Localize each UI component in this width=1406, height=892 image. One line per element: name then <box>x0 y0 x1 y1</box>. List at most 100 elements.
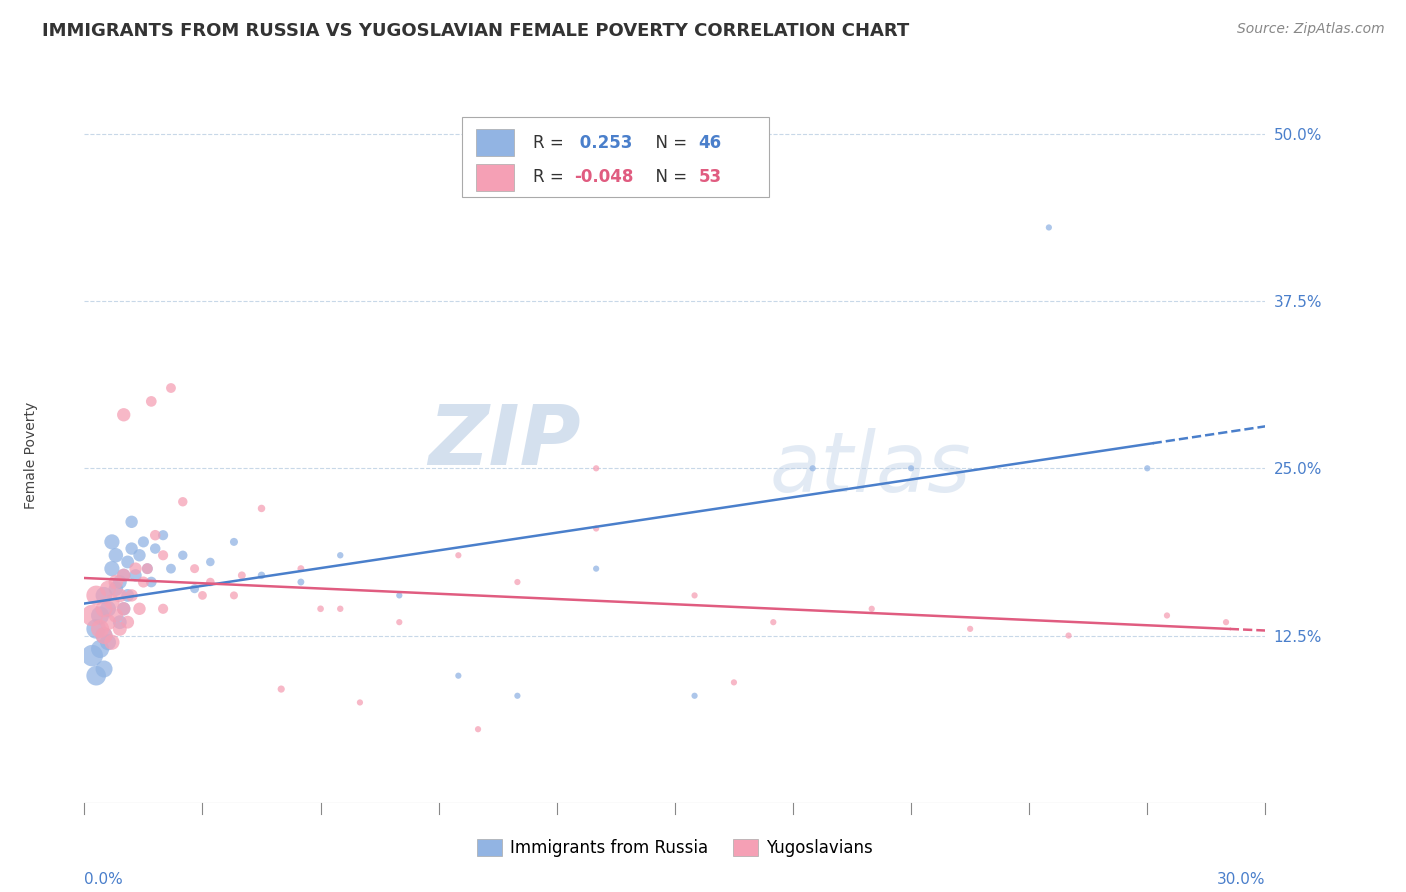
Text: ZIP: ZIP <box>427 401 581 482</box>
Point <box>112 568 135 582</box>
Point <box>900 461 922 475</box>
Point <box>117 615 139 630</box>
Point <box>388 615 411 630</box>
Point <box>112 408 135 422</box>
Point <box>136 562 159 576</box>
Point <box>124 562 146 576</box>
Point <box>762 615 785 630</box>
Point <box>93 662 115 676</box>
Point <box>329 602 352 616</box>
Point <box>183 582 205 596</box>
Point <box>82 608 104 623</box>
Point <box>1038 220 1060 235</box>
Point <box>101 535 124 549</box>
Point <box>104 582 127 596</box>
Point <box>447 548 470 563</box>
Text: R =: R = <box>533 134 569 152</box>
Point <box>117 555 139 569</box>
Point <box>84 622 107 636</box>
Point <box>200 575 222 590</box>
Point <box>141 394 163 409</box>
Point <box>152 548 174 563</box>
Point <box>801 461 824 475</box>
Point <box>93 589 115 603</box>
Point <box>104 575 127 590</box>
Point <box>97 635 120 649</box>
Point <box>1156 608 1178 623</box>
Point <box>97 615 120 630</box>
Point <box>506 575 529 590</box>
Point <box>467 723 489 737</box>
Text: N =: N = <box>645 134 693 152</box>
Point <box>183 562 205 576</box>
Text: -0.048: -0.048 <box>575 169 634 186</box>
Point <box>108 615 131 630</box>
Point <box>108 575 131 590</box>
Point <box>82 648 104 663</box>
Point <box>121 589 143 603</box>
Point <box>143 541 166 556</box>
Text: 46: 46 <box>699 134 721 152</box>
Point <box>112 568 135 582</box>
Point <box>128 602 150 616</box>
Point <box>222 589 245 603</box>
Point <box>723 675 745 690</box>
Point <box>309 602 332 616</box>
Point <box>104 548 127 563</box>
Point <box>290 562 312 576</box>
Point <box>231 568 253 582</box>
Point <box>143 528 166 542</box>
Point <box>447 669 470 683</box>
Point <box>104 608 127 623</box>
Point <box>132 575 155 590</box>
Point <box>89 608 111 623</box>
Point <box>97 582 120 596</box>
Point <box>585 521 607 535</box>
Point <box>250 501 273 516</box>
Point <box>160 381 183 395</box>
Point <box>141 575 163 590</box>
Text: 53: 53 <box>699 169 721 186</box>
Text: atlas: atlas <box>769 428 972 509</box>
Point <box>585 461 607 475</box>
Point <box>136 562 159 576</box>
Text: R =: R = <box>533 169 569 186</box>
FancyBboxPatch shape <box>477 129 515 156</box>
Point <box>152 602 174 616</box>
Text: 0.0%: 0.0% <box>84 872 124 888</box>
Point <box>1136 461 1159 475</box>
Legend: Immigrants from Russia, Yugoslavians: Immigrants from Russia, Yugoslavians <box>470 832 880 864</box>
Point <box>93 628 115 642</box>
FancyBboxPatch shape <box>463 118 769 197</box>
FancyBboxPatch shape <box>477 164 515 191</box>
Point <box>108 622 131 636</box>
Point <box>585 562 607 576</box>
Point <box>860 602 883 616</box>
Point <box>121 541 143 556</box>
Point <box>172 548 194 563</box>
Point <box>89 622 111 636</box>
Point <box>172 494 194 508</box>
Point <box>683 689 706 703</box>
Text: 0.253: 0.253 <box>575 134 633 152</box>
Point <box>101 635 124 649</box>
Point <box>959 622 981 636</box>
Text: 30.0%: 30.0% <box>1218 872 1265 888</box>
Point <box>270 681 292 696</box>
Point <box>112 602 135 616</box>
Text: N =: N = <box>645 169 693 186</box>
Text: Female Poverty: Female Poverty <box>24 401 38 508</box>
Point <box>121 515 143 529</box>
Point <box>1215 615 1237 630</box>
Point <box>160 562 183 576</box>
Point <box>101 562 124 576</box>
Point <box>329 548 352 563</box>
Point <box>222 535 245 549</box>
Point <box>290 575 312 590</box>
Point <box>93 628 115 642</box>
Point <box>128 548 150 563</box>
Point <box>101 595 124 609</box>
Point <box>89 642 111 657</box>
Text: Source: ZipAtlas.com: Source: ZipAtlas.com <box>1237 22 1385 37</box>
Point <box>124 568 146 582</box>
